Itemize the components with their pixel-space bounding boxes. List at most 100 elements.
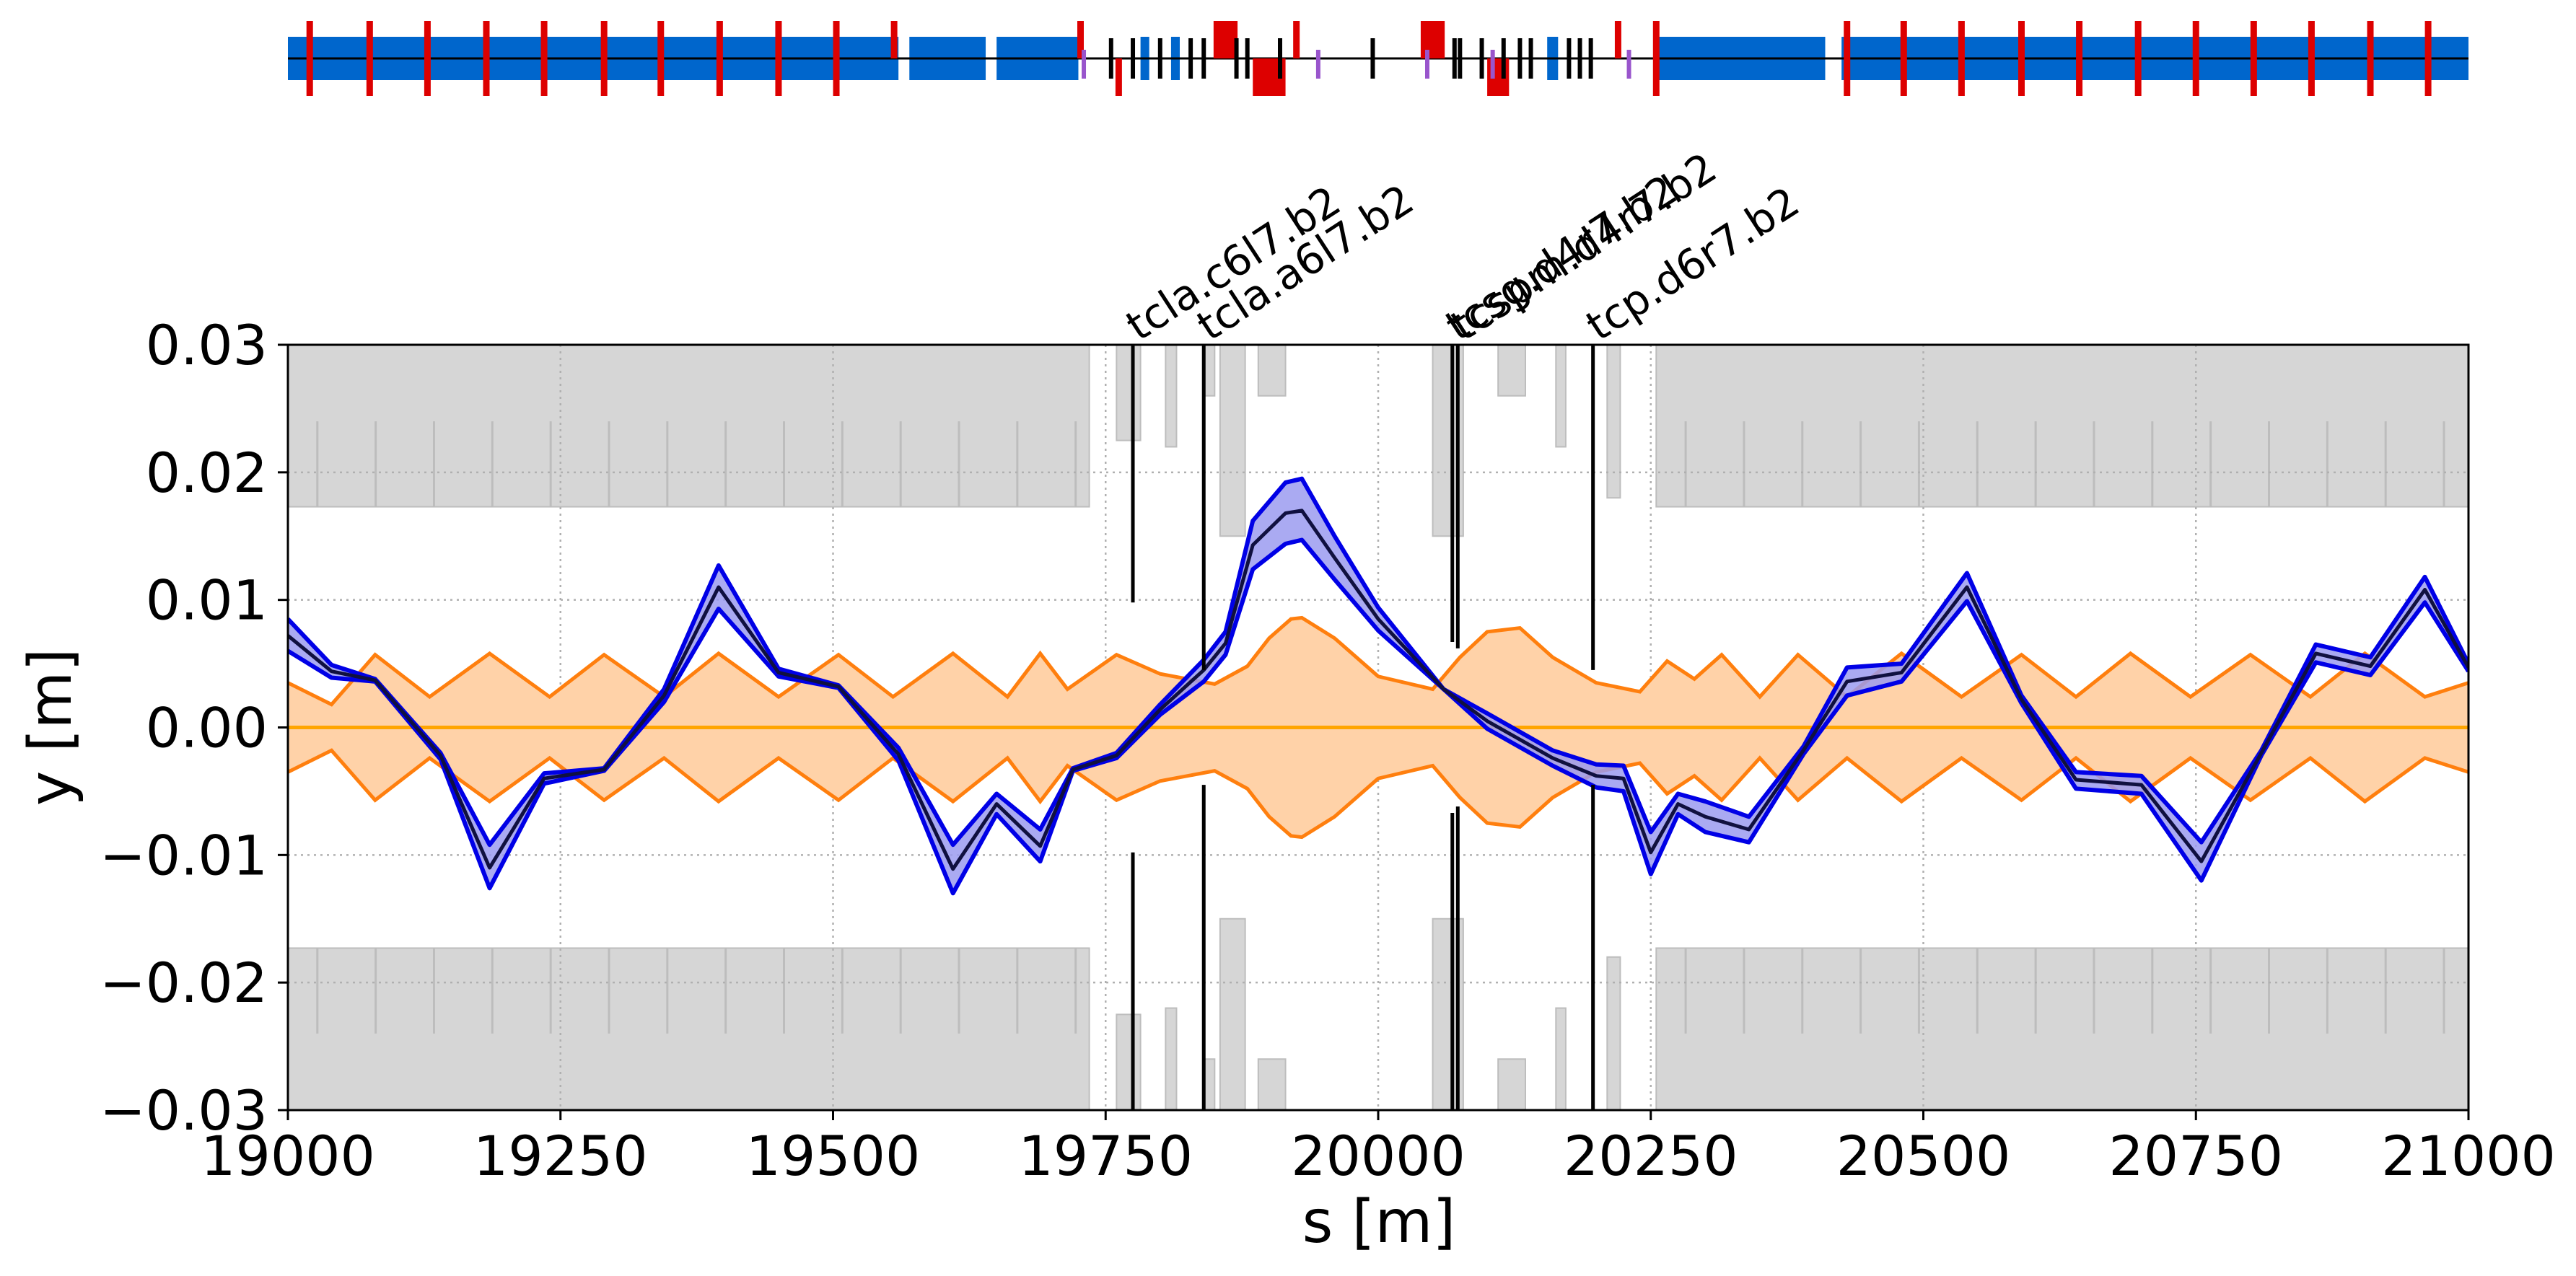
- lattice-quadrupole: [1844, 21, 1851, 96]
- lattice-quadrupole: [1652, 21, 1660, 96]
- lattice-quadrupole: [424, 21, 431, 96]
- lattice-quadrupole: [1420, 21, 1445, 58]
- lattice-collimator: [1201, 38, 1206, 79]
- lattice-collimator: [1108, 38, 1113, 79]
- y-tick-label: −0.01: [100, 823, 268, 887]
- orbit-band-fill: [288, 478, 2468, 894]
- y-tick-label: 0.01: [146, 568, 268, 633]
- aperture-lower: [1655, 947, 2468, 1110]
- lattice-quadrupole: [2367, 21, 2374, 96]
- lattice-collimator: [1188, 38, 1193, 79]
- y-tick-label: 0.00: [146, 696, 268, 760]
- lattice-collimator: [1517, 38, 1523, 79]
- lattice-quadrupole: [483, 21, 490, 96]
- x-axis-label: s [m]: [1302, 1188, 1456, 1257]
- lattice-quadrupole: [600, 21, 608, 96]
- y-axis-label: y [m]: [17, 648, 85, 806]
- lattice-corrector: [1626, 50, 1631, 79]
- aperture-block-upper: [1116, 345, 1142, 441]
- lattice-collimator: [1528, 38, 1533, 79]
- axes: s [m] y [m] 19000 19250 19500 19750 20000 202…: [17, 313, 2556, 1257]
- lattice-quadrupole: [833, 21, 840, 96]
- lattice-collimator: [1278, 38, 1283, 79]
- aperture-block-upper: [1257, 345, 1287, 397]
- orbit-lower-line: [288, 537, 2468, 896]
- lattice-collimator: [1157, 38, 1162, 79]
- y-tick-label: −0.03: [100, 1078, 268, 1143]
- lattice-corrector: [1082, 50, 1087, 79]
- lattice-collimator: [1458, 38, 1463, 79]
- lattice-quadrupole: [306, 21, 313, 96]
- lattice-collimator: [1245, 38, 1250, 79]
- aperture-block-lower: [1219, 918, 1246, 1110]
- x-tick-label: 19500: [746, 1124, 921, 1188]
- lattice-quadrupole: [1213, 21, 1238, 58]
- beam-envelope-upper-line: [288, 615, 2468, 707]
- aperture-block-upper: [1165, 345, 1178, 448]
- aperture-block-lower: [1165, 1007, 1178, 1110]
- lattice-collimator: [1501, 38, 1506, 79]
- aperture-block-lower: [1555, 1007, 1567, 1110]
- lattice-corrector: [1424, 50, 1429, 79]
- aperture-block-upper: [1555, 345, 1567, 448]
- lattice-collimator: [1370, 38, 1375, 79]
- beam-envelope-lower-line: [288, 748, 2468, 840]
- aperture-block-upper: [1219, 345, 1246, 537]
- aperture-upper: [1655, 345, 2468, 508]
- lattice-quadrupole: [2076, 21, 2083, 96]
- lattice-quadrupole: [540, 21, 548, 96]
- lattice-collimator: [1234, 38, 1239, 79]
- aperture-lower: [288, 947, 1090, 1110]
- lattice-quadrupole: [1487, 58, 1510, 96]
- lattice-collimator: [1479, 38, 1484, 79]
- y-tick-label: 0.03: [146, 313, 268, 377]
- lattice-quadrupole: [2018, 21, 2025, 96]
- x-tick-label: 19750: [1018, 1124, 1193, 1188]
- aperture-block-lower: [1497, 1058, 1526, 1110]
- lattice-quadrupole: [2308, 21, 2315, 96]
- lattice-quadrupole: [2192, 21, 2199, 96]
- lattice-collimator: [1577, 38, 1582, 79]
- lattice-quadrupole: [1293, 21, 1300, 58]
- aperture-block-lower: [1257, 1058, 1287, 1110]
- y-tick-label: −0.02: [100, 951, 268, 1015]
- orbit-center-line: [288, 509, 2468, 871]
- y-tick-label: 0.02: [146, 441, 268, 505]
- plot-clip-group: [288, 345, 2468, 1110]
- orbit-upper-line: [288, 476, 2468, 848]
- x-tick-label: 20000: [1291, 1124, 1466, 1188]
- lattice-strip: [288, 21, 2468, 96]
- x-tick-label: 20500: [1836, 1124, 2011, 1188]
- lattice-corrector: [1315, 50, 1320, 79]
- lattice-quadrupole: [775, 21, 782, 96]
- lattice-quadrupole: [1077, 21, 1084, 58]
- x-tick-label: 19000: [201, 1124, 375, 1188]
- lattice-corrector: [1490, 50, 1495, 79]
- lattice-quadrupole: [1115, 58, 1122, 96]
- lattice-quadrupole: [890, 21, 898, 58]
- aperture-block-lower: [1116, 1013, 1142, 1110]
- lattice-quadrupole: [716, 21, 723, 96]
- aperture-block-upper: [1606, 345, 1621, 499]
- lattice-quadrupole: [366, 21, 373, 96]
- lattice-quadrupole: [1900, 21, 1907, 96]
- lattice-quadrupole: [657, 21, 665, 96]
- aperture-block-lower: [1606, 956, 1621, 1110]
- x-tick-label: 20750: [2108, 1124, 2283, 1188]
- lattice-collimator: [1131, 38, 1136, 79]
- x-tick-label: 21000: [2381, 1124, 2556, 1188]
- lattice-quadrupole: [1614, 21, 1621, 58]
- lattice-quadrupole: [2424, 21, 2432, 96]
- lattice-quadrupole: [2250, 21, 2257, 96]
- lattice-quadrupole: [1958, 21, 1965, 96]
- x-tick-label: 20250: [1564, 1124, 1738, 1188]
- lattice-collimator: [1567, 38, 1572, 79]
- lattice-collimator: [1588, 38, 1593, 79]
- lattice-collimator: [1452, 38, 1457, 79]
- x-tick-label: 19250: [473, 1124, 648, 1188]
- aperture-upper: [288, 345, 1090, 508]
- aperture-block-upper: [1497, 345, 1526, 397]
- lattice-quadrupole: [2134, 21, 2142, 96]
